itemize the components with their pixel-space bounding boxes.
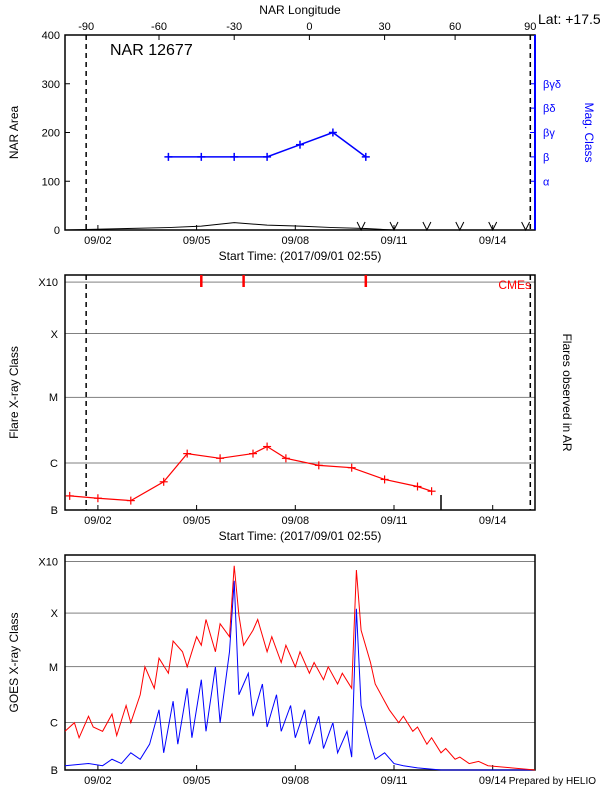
svg-text:NAR Longitude: NAR Longitude — [259, 3, 341, 17]
svg-text:09/14: 09/14 — [479, 515, 507, 527]
svg-text:09/02: 09/02 — [84, 515, 112, 527]
svg-text:NAR 12677: NAR 12677 — [110, 42, 193, 59]
svg-text:09/05: 09/05 — [183, 515, 211, 527]
svg-text:09/11: 09/11 — [381, 775, 408, 787]
svg-text:X10: X10 — [38, 556, 58, 568]
svg-text:09/11: 09/11 — [381, 515, 408, 527]
svg-text:30: 30 — [378, 21, 390, 33]
svg-text:Mag. Class: Mag. Class — [582, 102, 596, 162]
svg-text:Start Time: (2017/09/01 02:55): Start Time: (2017/09/01 02:55) — [219, 249, 382, 263]
svg-text:300: 300 — [42, 79, 60, 91]
svg-text:09/14: 09/14 — [479, 235, 507, 247]
svg-text:100: 100 — [42, 176, 60, 188]
svg-text:0: 0 — [54, 225, 60, 237]
svg-text:β: β — [543, 152, 549, 164]
svg-text:α: α — [543, 176, 550, 188]
svg-text:B: B — [51, 765, 58, 777]
svg-text:CMEs: CMEs — [498, 278, 531, 292]
svg-text:Flares observed in AR: Flares observed in AR — [560, 333, 574, 451]
svg-text:-90: -90 — [78, 21, 94, 33]
svg-text:βγδ: βγδ — [543, 79, 561, 91]
svg-text:M: M — [49, 392, 58, 404]
svg-text:M: M — [49, 662, 58, 674]
svg-text:βδ: βδ — [543, 103, 555, 115]
svg-text:09/08: 09/08 — [282, 235, 310, 247]
svg-text:0: 0 — [306, 21, 312, 33]
svg-text:-30: -30 — [226, 21, 242, 33]
svg-text:09/14: 09/14 — [479, 775, 507, 787]
svg-text:C: C — [50, 718, 58, 730]
svg-text:NAR Area: NAR Area — [7, 105, 21, 159]
svg-text:B: B — [51, 505, 58, 517]
svg-text:X: X — [51, 329, 59, 341]
svg-text:X: X — [51, 608, 59, 620]
svg-text:GOES X-ray Class: GOES X-ray Class — [7, 612, 21, 712]
svg-text:09/02: 09/02 — [84, 775, 112, 787]
svg-text:09/08: 09/08 — [282, 775, 310, 787]
svg-text:βγ: βγ — [543, 128, 555, 140]
svg-text:-60: -60 — [151, 21, 167, 33]
svg-text:09/05: 09/05 — [183, 775, 211, 787]
svg-text:Start Time: (2017/09/01 02:55): Start Time: (2017/09/01 02:55) — [219, 529, 382, 543]
svg-text:Flare X-ray Class: Flare X-ray Class — [7, 346, 21, 439]
svg-text:09/08: 09/08 — [282, 515, 310, 527]
svg-text:09/05: 09/05 — [183, 235, 211, 247]
svg-text:X10: X10 — [38, 277, 58, 289]
svg-text:Prepared by HELIO: Prepared by HELIO — [509, 776, 596, 787]
svg-text:09/02: 09/02 — [84, 235, 112, 247]
chart-container: 0 100 200 300 400 αβ βγ βδ βγδ -90 -60 -30 0 30 60 90 09… — [0, 0, 600, 800]
svg-text:400: 400 — [42, 30, 60, 42]
svg-text:60: 60 — [449, 21, 461, 33]
svg-text:90: 90 — [524, 21, 536, 33]
chart-svg: 0 100 200 300 400 αβ βγ βδ βγδ -90 -60 -30 0 30 60 90 09… — [0, 0, 600, 800]
svg-text:200: 200 — [42, 128, 60, 140]
svg-text:C: C — [50, 458, 58, 470]
svg-text:Lat: +17.50: Lat: +17.50 — [538, 11, 600, 27]
svg-text:09/11: 09/11 — [381, 235, 408, 247]
